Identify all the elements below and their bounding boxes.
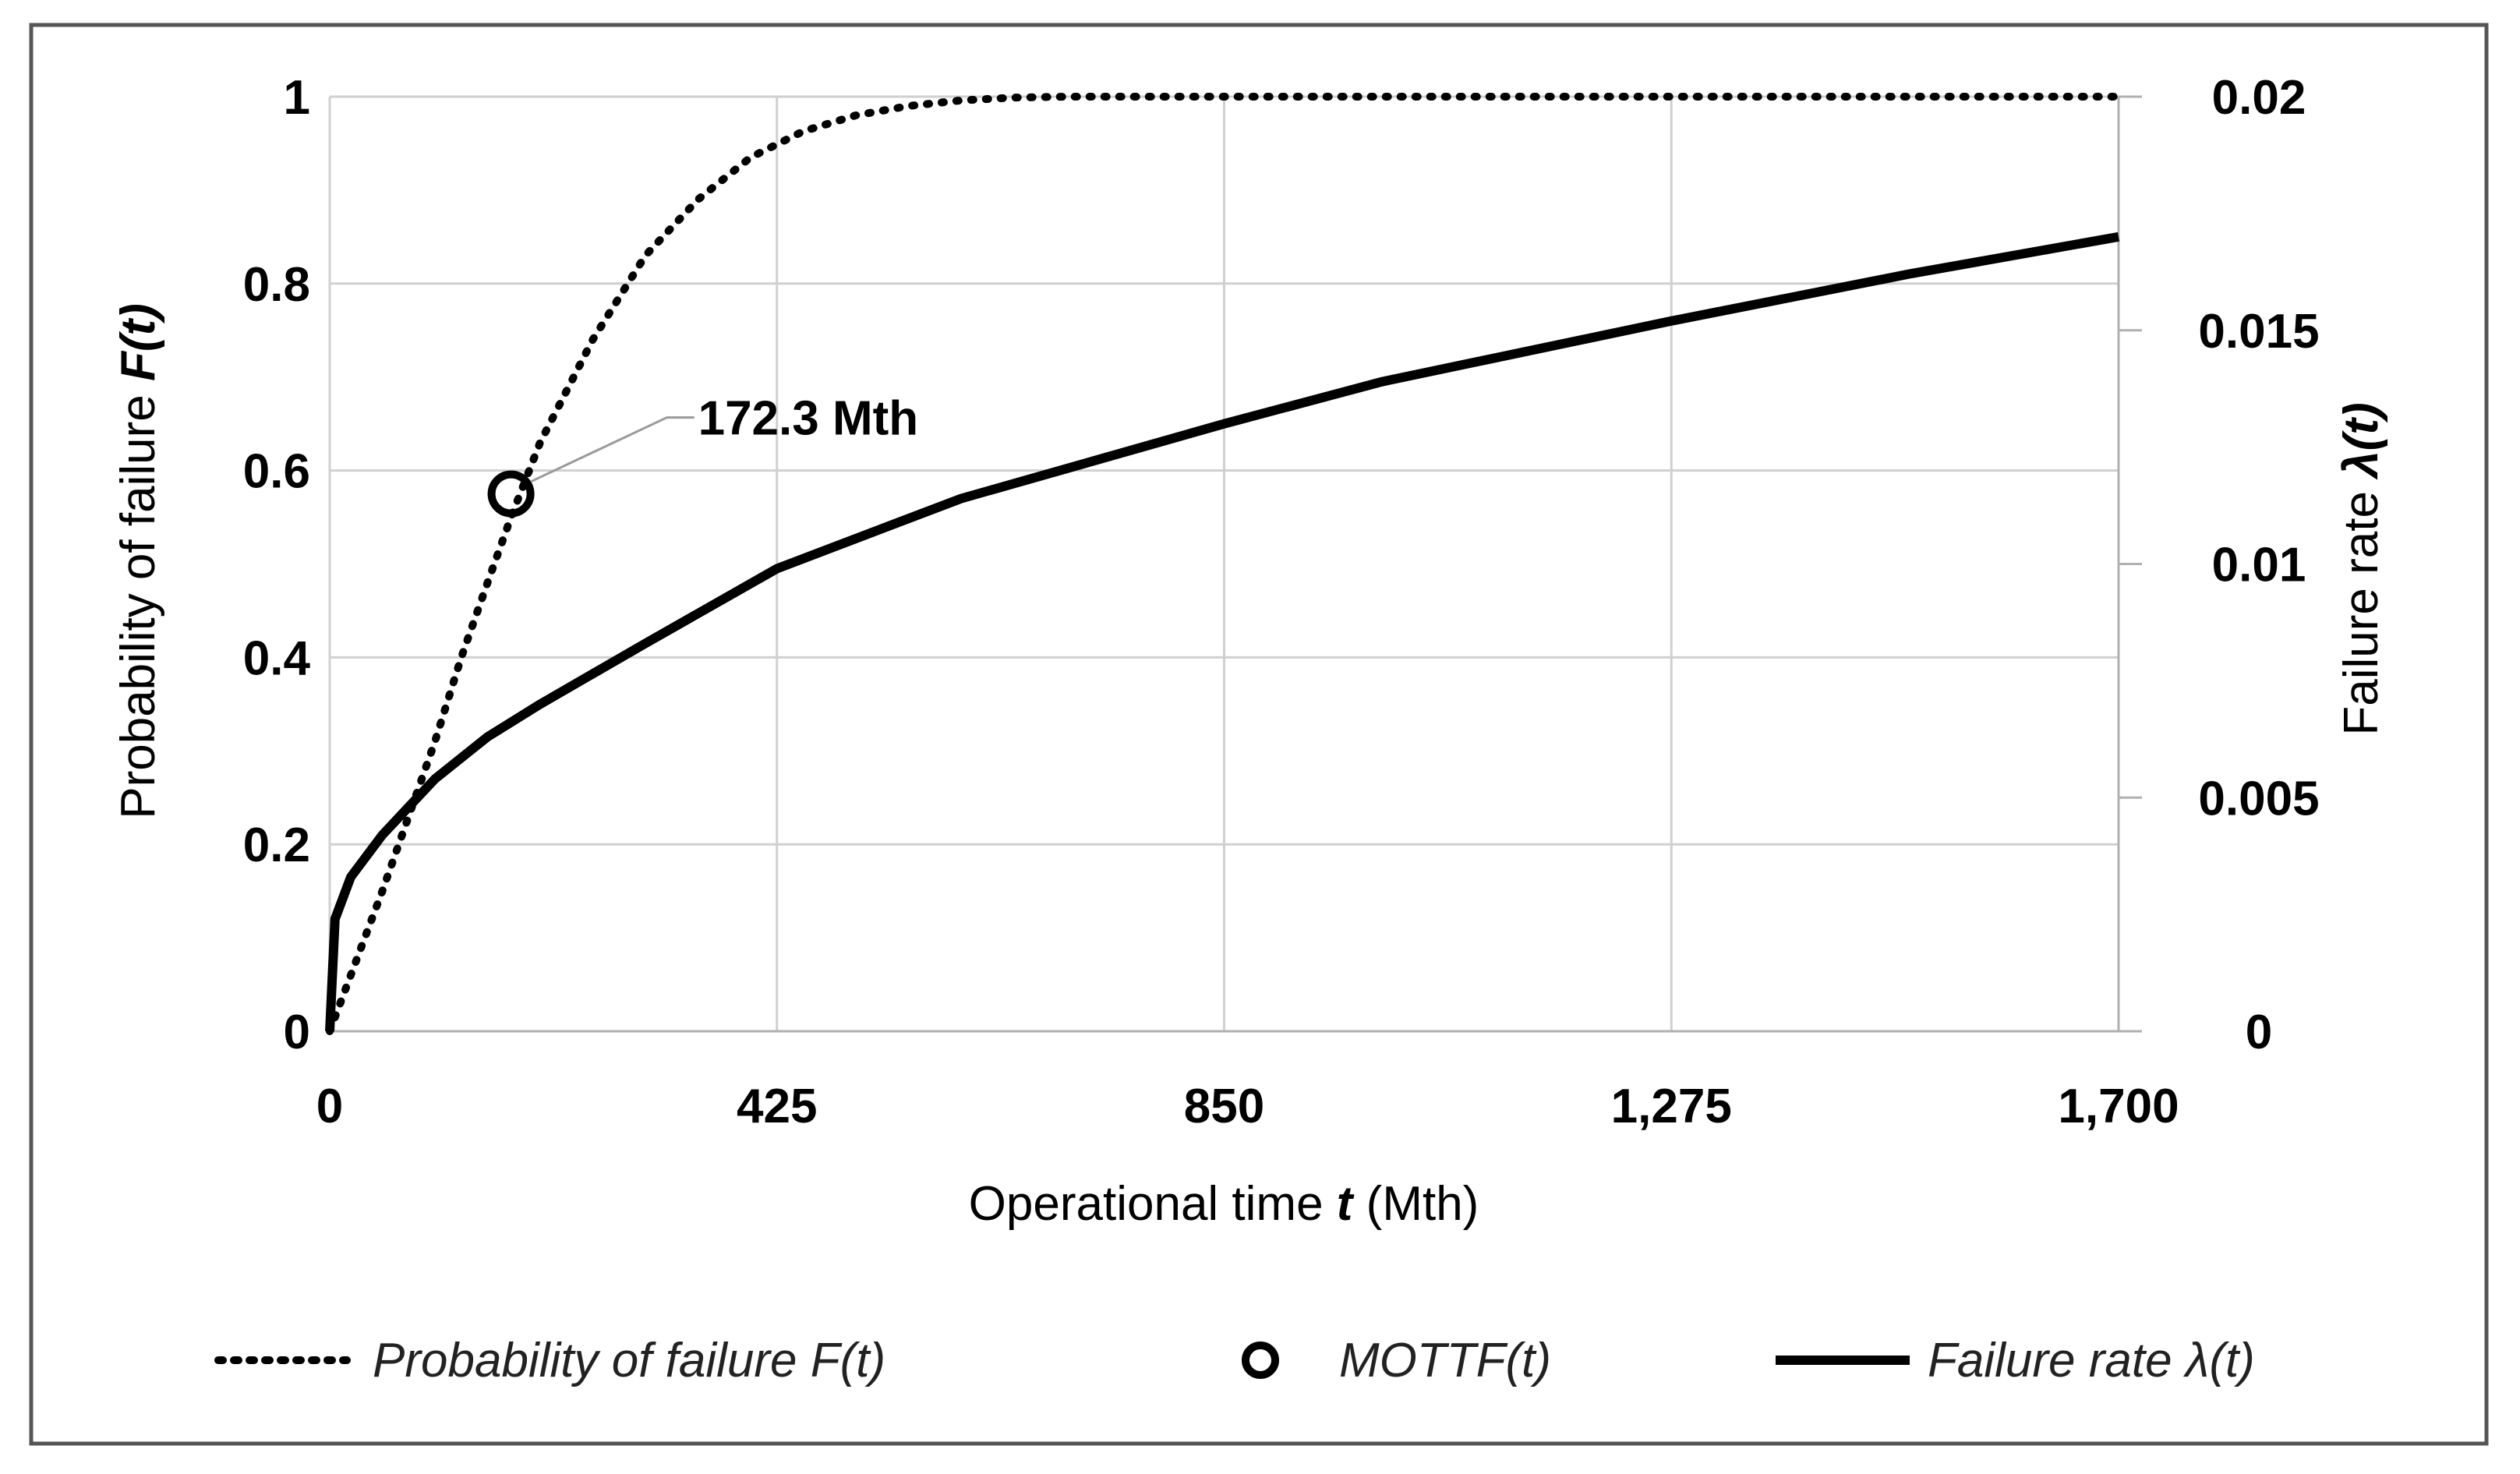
x-tick-label: 0 <box>316 1080 343 1133</box>
y-right-tick-label: 0.005 <box>2198 772 2319 825</box>
y-left-tick-label: 0.2 <box>243 818 310 872</box>
x-tick-label: 1,275 <box>1611 1080 1732 1133</box>
y-right-tick-label: 0.01 <box>2212 539 2306 592</box>
marker-layer: 172.3 Mth <box>487 392 919 518</box>
y-right-tick-label: 0 <box>2246 1006 2272 1059</box>
y-left-tick-label: 0 <box>284 1006 310 1059</box>
y-left-tick-label: 0.4 <box>243 631 311 685</box>
y-right-axis-title: Failure rate λ(t) <box>2334 402 2388 735</box>
series-failure-rate <box>325 232 2120 1032</box>
legend-label-failure-rate: Failure rate λ(t) <box>1928 1334 2255 1387</box>
marker-leader-line <box>530 416 695 482</box>
legend-circle-swatch <box>1242 1341 1279 1379</box>
legend: Probability of failure F(t) MOTTF(t) Fai… <box>214 1334 2255 1387</box>
mottf-marker <box>487 470 535 518</box>
y-left-tick-label: 0.6 <box>243 445 310 499</box>
x-tick-label: 1,700 <box>2058 1080 2179 1133</box>
y-right-tick-label: 0.015 <box>2198 305 2319 359</box>
chart-frame <box>29 23 2489 1446</box>
x-axis-title: Operational time t (Mth) <box>969 1177 1479 1231</box>
y-right-tick-label: 0.02 <box>2212 71 2306 125</box>
x-tick-label: 850 <box>1184 1080 1264 1133</box>
x-tick-label: 425 <box>737 1080 817 1133</box>
y-left-axis-title: Probability of failure F(t) <box>111 303 165 819</box>
y-left-tick-label: 1 <box>284 71 310 125</box>
axes: 0 0.2 0.4 0.6 0.8 1 0 425 850 1,275 1,700 0 0.005 0.0… <box>243 71 2320 1133</box>
legend-label-probability: Probability of failure F(t) <box>373 1334 885 1387</box>
legend-label-mottf: MOTTF(t) <box>1339 1334 1551 1387</box>
mottf-label: 172.3 Mth <box>698 392 919 446</box>
y-left-tick-label: 0.8 <box>243 258 310 312</box>
series-layer <box>325 93 2122 1035</box>
